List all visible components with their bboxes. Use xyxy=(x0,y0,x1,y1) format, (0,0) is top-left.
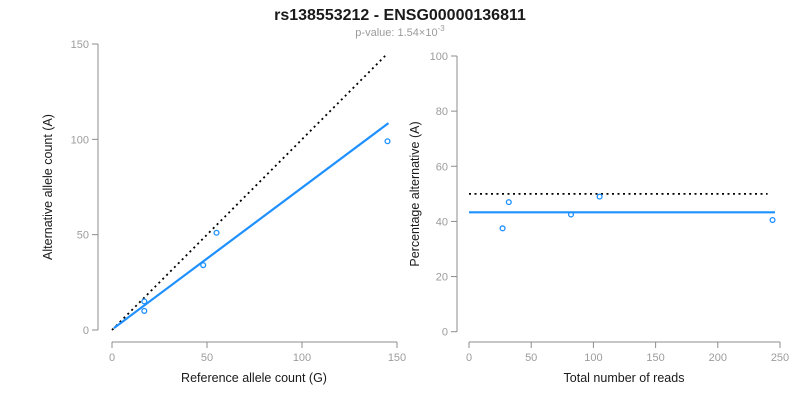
data-point xyxy=(769,216,776,224)
data-point xyxy=(141,307,148,314)
x-tick-label: 100 xyxy=(584,352,602,364)
data-point xyxy=(596,193,603,200)
x-tick-label: 50 xyxy=(525,352,537,364)
data-point xyxy=(200,262,207,269)
y-axis-label-right: Percentage alternative (A) xyxy=(408,121,422,266)
chart-title: rs138553212 - ENSG00000136811 xyxy=(274,7,526,24)
pvalue-text: p-value: 1.54×10 xyxy=(355,27,437,39)
identity-line xyxy=(111,54,387,331)
data-point xyxy=(213,229,220,236)
y-tick-label: 60 xyxy=(436,161,448,173)
x-axis-label-left: Reference allele count (G) xyxy=(181,371,327,385)
x-axis-label-right: Total number of reads xyxy=(564,371,685,385)
y-tick-label: 40 xyxy=(436,216,448,228)
y-tick-label: 0 xyxy=(442,327,448,339)
x-tick-label: 250 xyxy=(771,352,789,364)
y-tick-label: 100 xyxy=(71,134,89,146)
y-tick-label: 100 xyxy=(430,51,448,63)
x-tick-label: 50 xyxy=(201,352,213,364)
data-point xyxy=(499,225,506,232)
panels-group: 0 50 100 150 0 50 100 150 0 20 40 60 80 100 0 50 100 150 2… xyxy=(71,39,790,364)
pvalue-exponent: -3 xyxy=(438,24,446,33)
y-tick-label: 0 xyxy=(83,325,89,337)
data-point xyxy=(567,211,575,218)
x-tick-label: 0 xyxy=(466,352,472,364)
panel-right: 0 20 40 60 80 100 0 50 100 150 200 250 xyxy=(430,51,790,364)
data-point xyxy=(384,138,391,145)
y-tick-label: 150 xyxy=(71,39,89,51)
x-tick-label: 0 xyxy=(109,352,115,364)
y-tick-label: 50 xyxy=(77,230,89,242)
y-tick-label: 20 xyxy=(436,272,448,284)
data-point xyxy=(141,298,148,305)
x-tick-label: 200 xyxy=(709,352,727,364)
x-tick-label: 150 xyxy=(646,352,664,364)
x-tick-label: 150 xyxy=(388,352,406,364)
panel-left: 0 50 100 150 0 50 100 150 xyxy=(71,39,407,364)
y-tick-label: 80 xyxy=(436,106,448,118)
fit-line xyxy=(113,122,390,329)
chart-subtitle: p-value: 1.54×10-3 xyxy=(355,24,445,39)
y-axis-label-left: Alternative allele count (A) xyxy=(41,114,55,260)
x-tick-label: 100 xyxy=(293,352,311,364)
data-point xyxy=(505,199,512,206)
